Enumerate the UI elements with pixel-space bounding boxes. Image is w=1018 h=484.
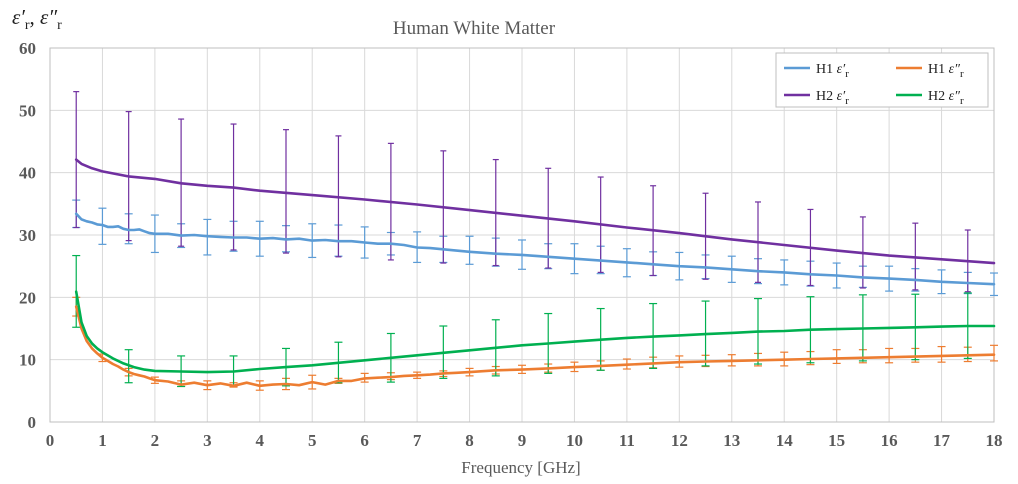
error-bar-s1-29 [832, 349, 841, 365]
y-axis-label-sub1: r [25, 18, 30, 33]
y-tick-label-2: 20 [19, 288, 36, 307]
x-tick-label-9: 9 [518, 431, 527, 450]
series-lines [74, 158, 996, 388]
x-tick-label-17: 17 [933, 431, 951, 450]
error-bar-s1-35 [990, 344, 998, 362]
chart-title: Human White Matter [393, 18, 556, 39]
legend-label-0: H1 ε′r [816, 62, 849, 80]
x-tick-label-0: 0 [46, 431, 55, 450]
y-tick-label-4: 40 [19, 164, 36, 183]
y-axis-label-eps1: ε′ [12, 5, 25, 29]
series-line-2 [74, 158, 996, 265]
series-line-3 [74, 290, 996, 374]
x-tick-label-16: 16 [881, 431, 898, 450]
x-tick-label-1: 1 [98, 431, 107, 450]
plot-area-border [49, 47, 995, 423]
error-bar-s1-31 [885, 347, 894, 364]
y-tick-label-0: 0 [28, 413, 37, 432]
x-tick-label-13: 13 [723, 431, 740, 450]
legend-label-1: H1 ε″r [928, 62, 964, 80]
series-line-0 [74, 212, 996, 286]
y-tick-label-3: 30 [19, 226, 36, 245]
y-axis-label-sep: , [30, 5, 41, 29]
y-axis-label-sub2: r [57, 18, 62, 33]
x-tick-label-15: 15 [828, 431, 845, 450]
series-line-1 [74, 305, 996, 388]
y-tick-labels: 0 10 20 30 40 50 60 [19, 39, 36, 432]
error-bar-s0-15 [465, 235, 474, 265]
x-tick-labels: 0 1 2 3 4 5 6 7 8 9 10 11 12 13 14 15 16 17 18 [46, 431, 1003, 450]
legend-entry-0: H1 ε′r [784, 62, 849, 80]
legend-entry-2: H2 ε′r [784, 89, 849, 107]
x-tick-label-11: 11 [619, 431, 635, 450]
y-axis-label-eps2: ε″ [40, 5, 57, 29]
x-tick-label-7: 7 [413, 431, 422, 450]
legend-entry-3: H2 ε″r [896, 89, 964, 107]
x-tick-label-5: 5 [308, 431, 317, 450]
x-axis-label: Frequency [GHz] [461, 458, 580, 477]
legend: H1 ε′r H1 ε″r H2 ε′r H2 ε″r [775, 52, 989, 108]
x-tick-label-10: 10 [566, 431, 583, 450]
legend-entry-1: H1 ε″r [896, 62, 964, 80]
y-tick-label-1: 10 [19, 351, 36, 370]
error-bar-s2-4 [283, 129, 289, 254]
x-tick-label-14: 14 [776, 431, 794, 450]
x-tick-label-8: 8 [465, 431, 474, 450]
x-tick-label-6: 6 [360, 431, 369, 450]
y-tick-label-5: 50 [19, 101, 36, 120]
x-tick-label-18: 18 [986, 431, 1003, 450]
x-tick-label-2: 2 [151, 431, 160, 450]
error-bar-s1-33 [937, 345, 946, 363]
y-axis-label: ε′r, ε″r [12, 5, 62, 33]
x-tick-label-4: 4 [256, 431, 265, 450]
legend-box [775, 52, 989, 108]
legend-label-2: H2 ε′r [816, 89, 849, 107]
x-tick-label-3: 3 [203, 431, 212, 450]
y-tick-label-6: 60 [19, 39, 36, 58]
legend-label-3: H2 ε″r [928, 89, 964, 107]
x-tick-label-12: 12 [671, 431, 688, 450]
